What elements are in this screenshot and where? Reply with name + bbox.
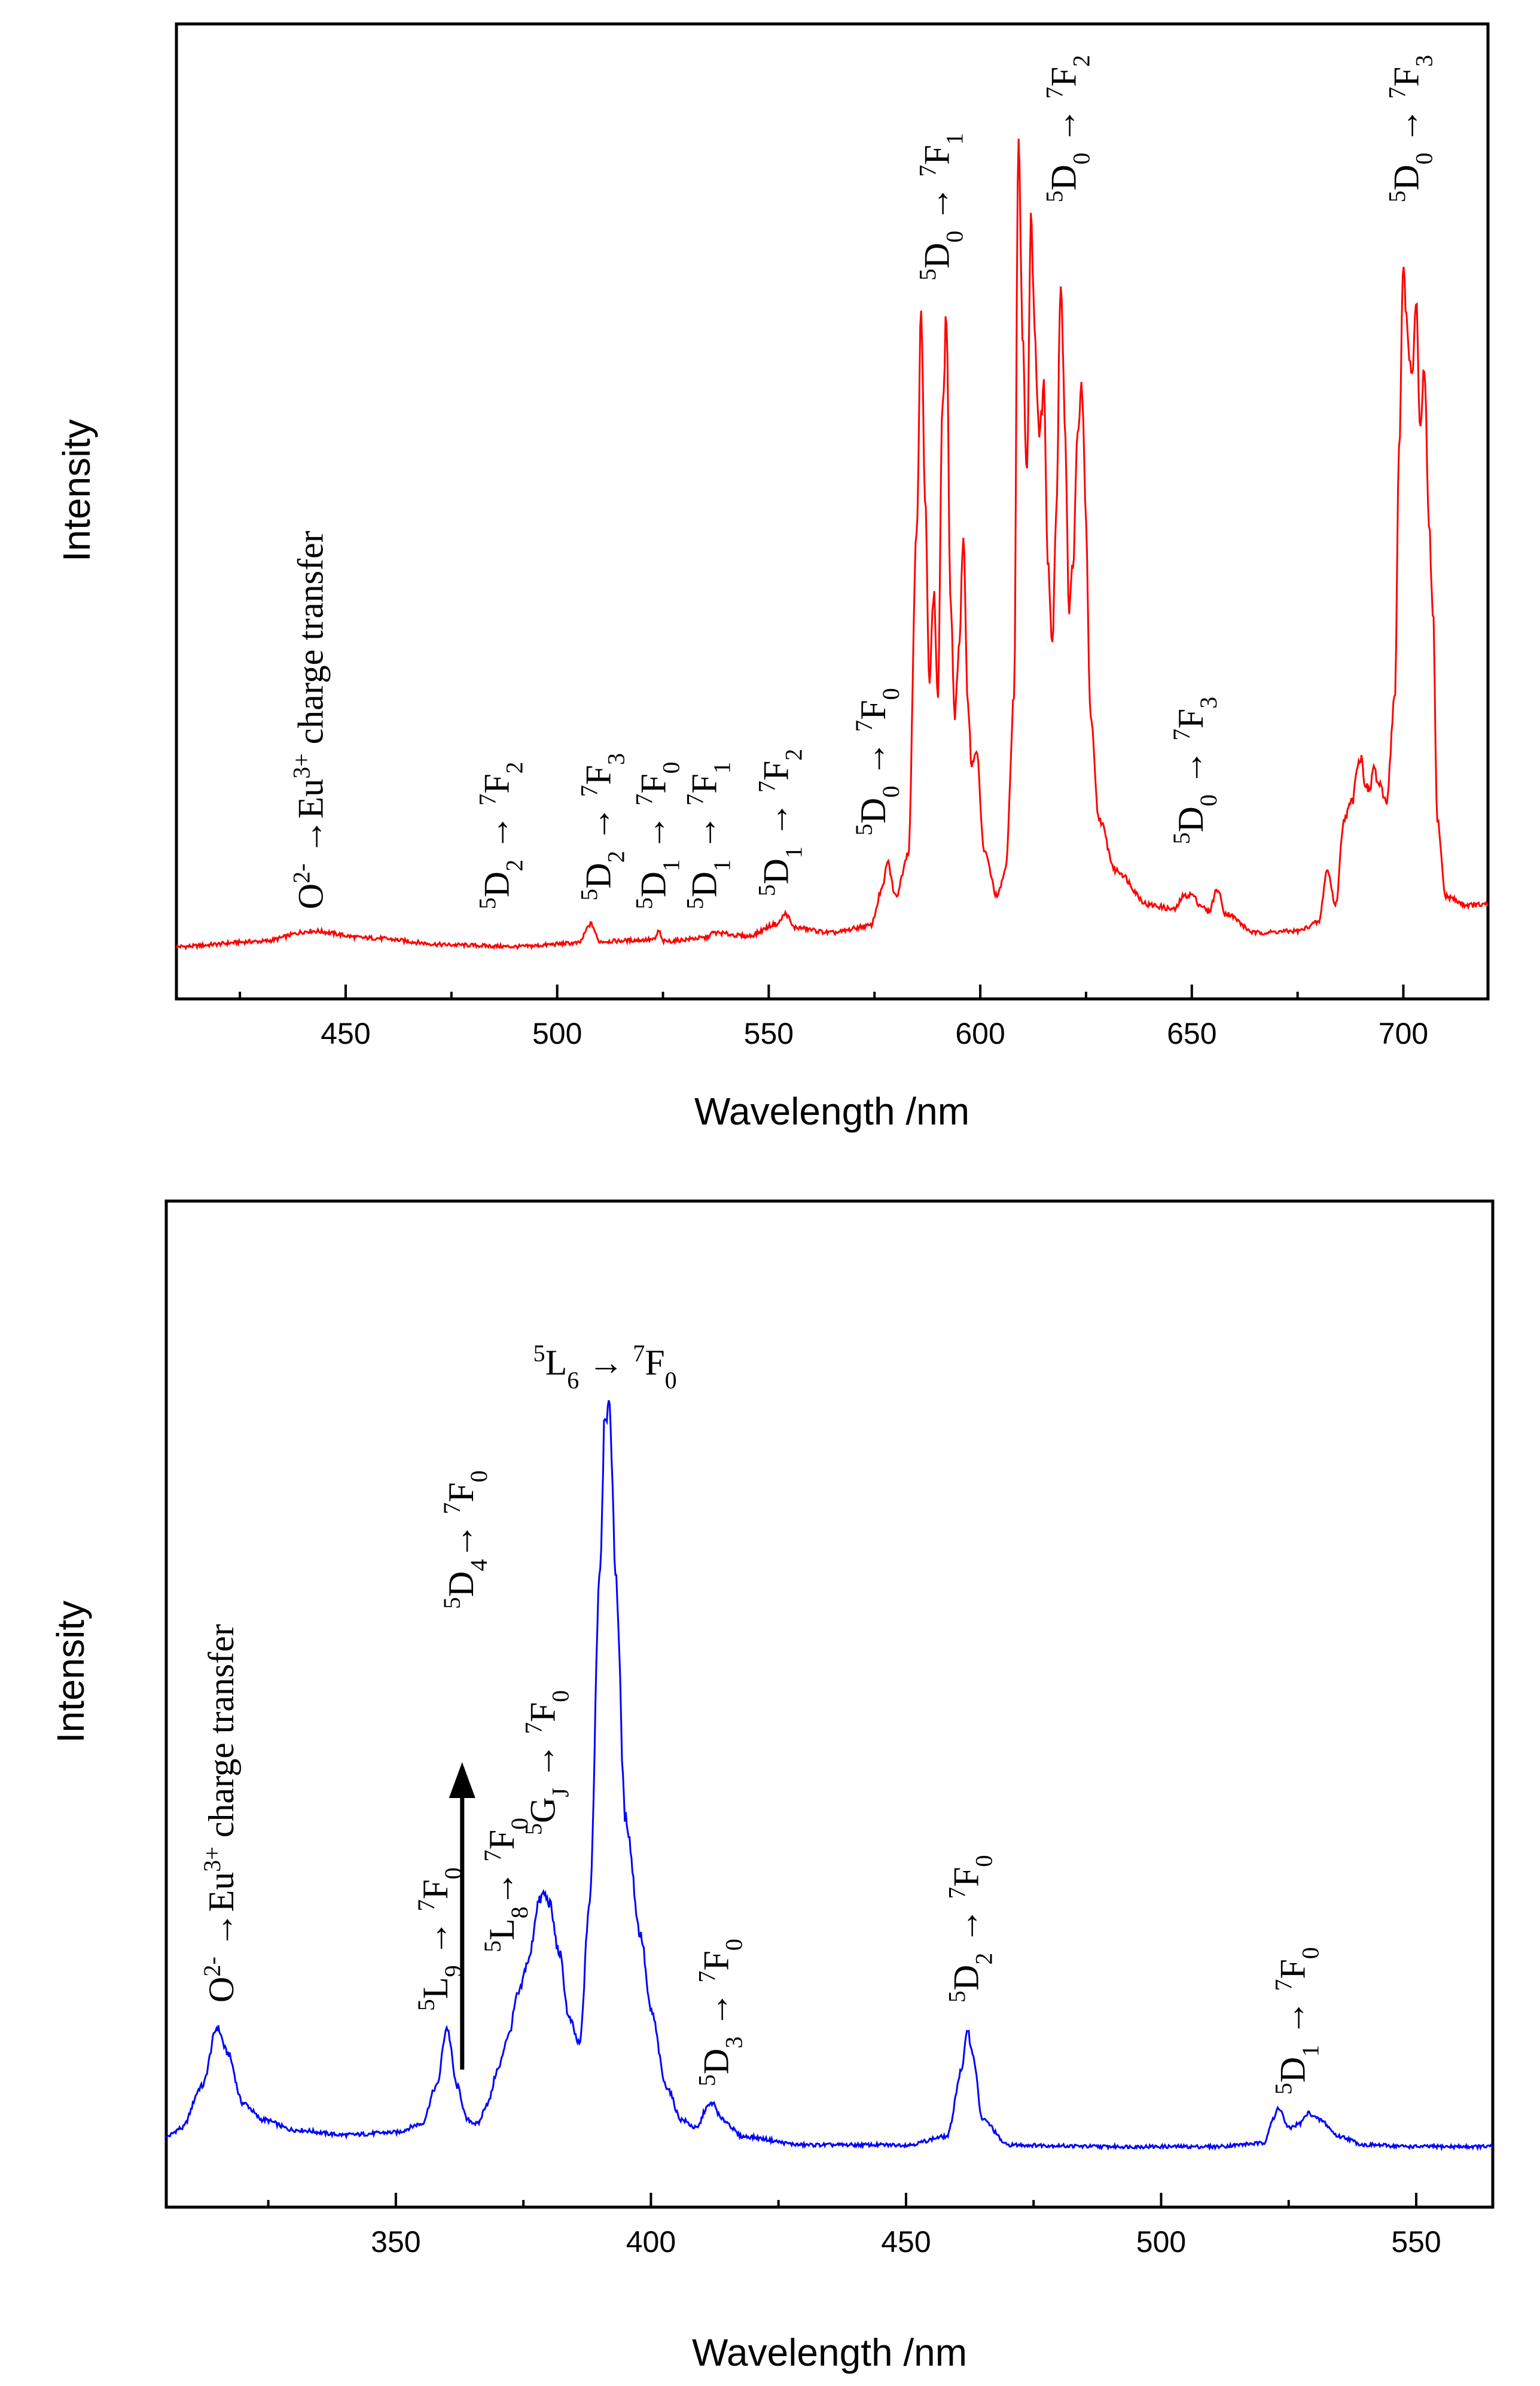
x-tick-label: 400 bbox=[626, 2225, 676, 2259]
transition-label: O2- →Eu3+ charge transfer bbox=[198, 1624, 241, 2003]
transition-label: 5D2 → 7F2 bbox=[474, 762, 527, 910]
x-axis-label-bottom: Wavelength /nm bbox=[692, 2331, 967, 2374]
x-ticks-bottom bbox=[267, 2193, 1418, 2207]
plot-frame-bottom bbox=[164, 1199, 1495, 2209]
x-tick-label: 550 bbox=[1391, 2225, 1441, 2259]
emission-annotations: O2- →Eu3+ charge transfer 5D2 → 7F2 5D2 → … bbox=[288, 55, 1437, 909]
x-axis-label-top: Wavelength /nm bbox=[694, 1090, 969, 1133]
transition-label: 5D3 → 7F0 bbox=[693, 1939, 747, 2086]
transition-label: 5D1 → 7F0 bbox=[630, 762, 684, 910]
excitation-spectrum-panel: 350 400 450 500 550 O2- →Eu3+ charge transfe… bbox=[49, 1199, 1495, 2374]
transition-label: 5D0 → 7F2 bbox=[1041, 55, 1094, 203]
x-tick-label: 700 bbox=[1379, 1017, 1428, 1050]
x-ticks-top bbox=[239, 985, 1405, 999]
transition-label: 5L9 → 7F0 bbox=[413, 1867, 466, 2011]
transition-label: 5L6 → 7F0 bbox=[533, 1340, 677, 1394]
x-tick-labels-bottom: 350 400 450 500 550 bbox=[371, 2225, 1441, 2259]
x-tick-label: 500 bbox=[1136, 2225, 1186, 2259]
x-tick-label: 450 bbox=[881, 2225, 931, 2259]
x-tick-label: 650 bbox=[1167, 1017, 1216, 1050]
x-tick-label: 350 bbox=[371, 2225, 420, 2259]
transition-label: 5D0 → 7F3 bbox=[1383, 55, 1437, 203]
transition-label: 5D0 → 7F0 bbox=[850, 688, 904, 836]
transition-label: 5D1 → 7F1 bbox=[681, 762, 735, 910]
transition-label: 5L8→ 7F0 bbox=[479, 1818, 533, 1952]
x-tick-label: 550 bbox=[744, 1017, 794, 1050]
transition-label: 5GJ → 7F0 bbox=[520, 1690, 574, 1835]
y-axis-label-bottom: Intensity bbox=[49, 1601, 92, 1743]
transition-label: 5D1 → 7F0 bbox=[1270, 1947, 1324, 2095]
emission-spectrum-panel: 450 500 550 600 650 700 O2- →Eu3+ charge tran… bbox=[55, 22, 1490, 1133]
transition-label: 5D1 → 7F2 bbox=[753, 749, 807, 897]
transition-label: O2- →Eu3+ charge transfer bbox=[288, 531, 331, 909]
excitation-annotations: O2- →Eu3+ charge transfer 5L9 → 7F0 5D4→ 7… bbox=[198, 1340, 1323, 2095]
x-tick-label: 500 bbox=[532, 1017, 582, 1050]
transition-label: 5D0 → 7F1 bbox=[914, 133, 968, 281]
x-tick-labels-top: 450 500 550 600 650 700 bbox=[321, 1017, 1428, 1050]
x-tick-label: 450 bbox=[321, 1017, 370, 1050]
y-axis-label-top: Intensity bbox=[55, 419, 98, 562]
transition-label: 5D2 → 7F0 bbox=[943, 1855, 997, 2003]
emission-series bbox=[175, 138, 1489, 951]
arrow-head bbox=[449, 1762, 475, 1798]
plot-frame-top bbox=[175, 22, 1490, 1001]
x-tick-label: 600 bbox=[955, 1017, 1005, 1050]
transition-label: 5D0 → 7F3 bbox=[1167, 697, 1221, 845]
transition-label: 5D4→ 7F0 bbox=[438, 1470, 492, 1609]
excitation-series bbox=[165, 1400, 1493, 2152]
transition-label: 5D2 → 7F3 bbox=[575, 753, 629, 901]
